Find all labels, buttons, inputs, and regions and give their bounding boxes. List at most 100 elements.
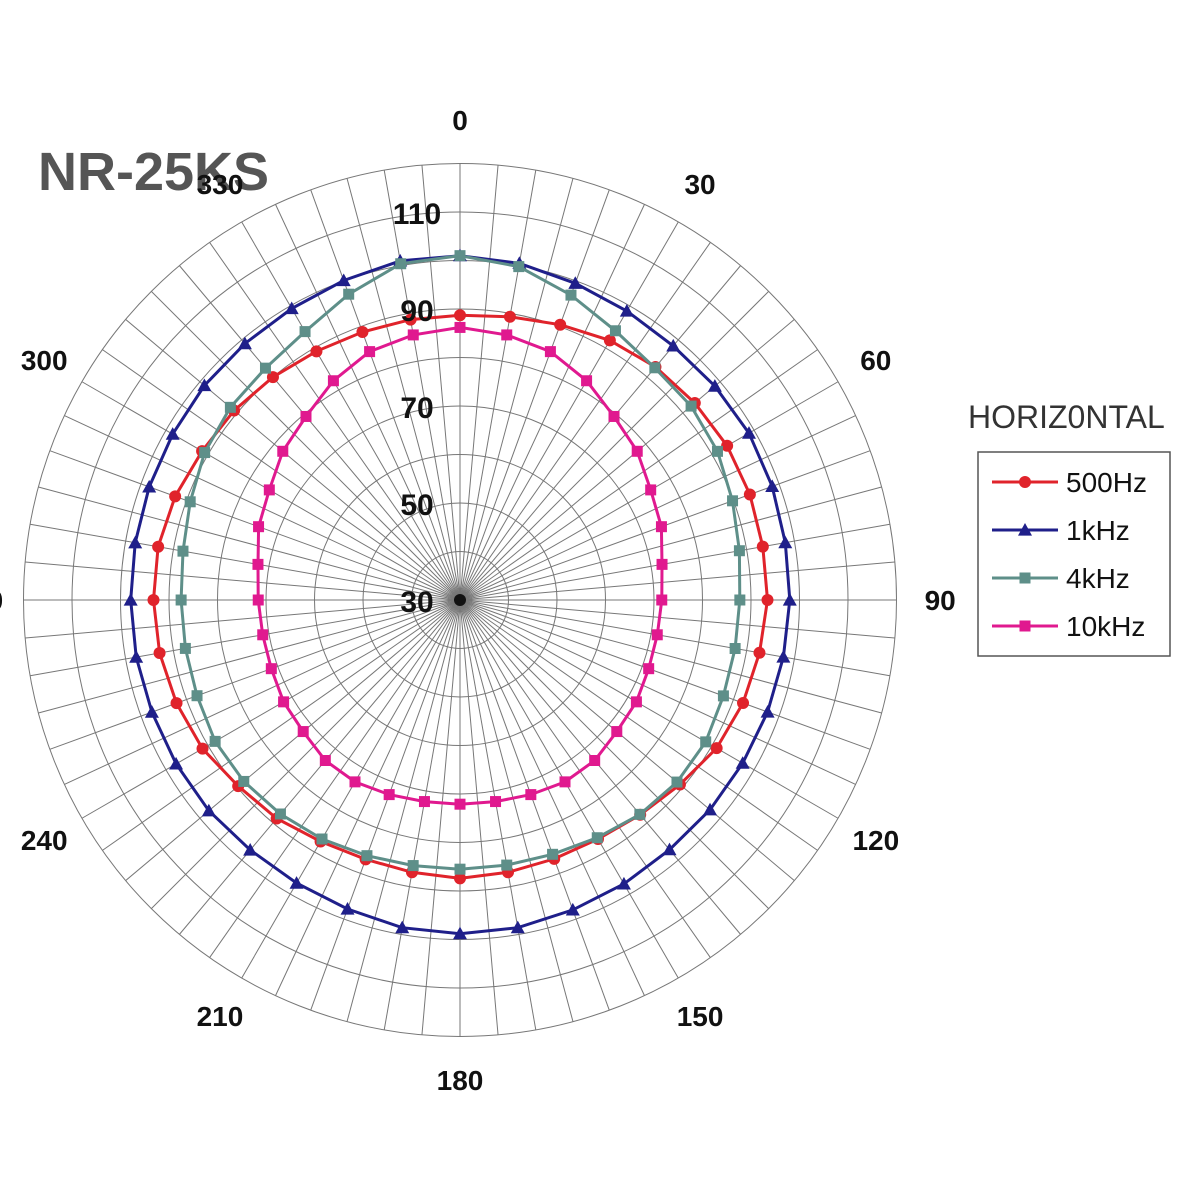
data-point-10khz (525, 789, 537, 801)
data-point-4khz (361, 850, 373, 862)
data-point-10khz (611, 726, 623, 738)
data-point-4khz (224, 401, 236, 413)
data-point-500hz (404, 313, 417, 326)
legend-label-500hz: 500Hz (1066, 467, 1147, 498)
grid-spoke (459, 599, 499, 1035)
data-point-1khz (707, 379, 722, 392)
data-point-4khz (454, 250, 466, 262)
data-point-1khz (735, 756, 750, 769)
legend-item-10khz: 10kHz (992, 611, 1145, 642)
data-point-10khz (297, 726, 309, 738)
data-point-4khz (547, 848, 559, 860)
data-point-10khz (349, 776, 361, 788)
grid-spoke (346, 599, 461, 1022)
grid-spoke (459, 523, 890, 601)
data-point-10khz (656, 594, 668, 606)
data-point-10khz (501, 329, 513, 341)
grid-spoke (459, 599, 679, 979)
labels-layer: 0 30 60 90 120 150 180 210 240 270 300 330 30 50 70 90 1… (0, 105, 956, 1096)
data-point-1khz (144, 705, 159, 718)
grid-spoke (459, 599, 839, 819)
data-point-500hz (503, 310, 516, 323)
data-point-500hz (147, 594, 160, 606)
grid-spoke (459, 599, 890, 677)
grid-spoke (459, 415, 856, 601)
grid-spoke (459, 599, 895, 639)
legend-item-500hz: 500Hz (992, 467, 1147, 498)
data-point-4khz (717, 690, 729, 702)
data-point-10khz (263, 484, 275, 496)
data-point-500hz (356, 326, 369, 339)
series-1khz (123, 248, 797, 940)
grid-spoke (459, 178, 574, 601)
data-point-4khz (184, 496, 196, 508)
grid-spoke (459, 599, 574, 1022)
data-point-500hz (152, 540, 165, 553)
data-point-1khz (776, 650, 791, 663)
data-point-4khz (454, 863, 466, 875)
data-point-1khz (510, 920, 525, 934)
legend-marker-4khz (1019, 572, 1031, 584)
grid-spoke (179, 599, 461, 935)
angle-label: 90 (925, 585, 956, 616)
data-point-10khz (589, 755, 601, 767)
legend-label-10khz: 10kHz (1066, 611, 1145, 642)
grid-spoke (275, 204, 461, 601)
grid-spoke (125, 319, 461, 601)
data-point-500hz (603, 334, 616, 347)
grid-spoke (383, 170, 461, 601)
angle-label: 270 (0, 585, 3, 616)
data-point-1khz (741, 426, 756, 439)
grid-spoke (459, 319, 795, 601)
data-point-4khz (274, 808, 286, 820)
grid-spoke (241, 599, 461, 979)
data-point-500hz (169, 490, 182, 503)
data-point-4khz (395, 258, 407, 270)
data-point-10khz (544, 346, 556, 358)
grid-spoke (459, 599, 856, 785)
grid-spoke (459, 204, 645, 601)
grid-spoke (459, 242, 711, 601)
data-point-1khz (169, 756, 184, 770)
data-point-10khz (655, 521, 667, 533)
data-point-10khz (581, 375, 593, 387)
grid-spoke (459, 561, 895, 601)
grid-spoke (346, 178, 461, 601)
radial-tick-label: 70 (400, 392, 433, 425)
data-point-500hz (737, 697, 750, 710)
series-4khz (175, 250, 746, 875)
data-point-4khz (727, 495, 739, 507)
data-point-10khz (407, 329, 419, 341)
data-point-10khz (252, 594, 264, 606)
grid-spoke (49, 599, 461, 750)
data-point-10khz (383, 789, 395, 801)
data-point-10khz (645, 484, 657, 496)
radial-tick-label: 90 (400, 295, 433, 328)
data-point-10khz (278, 696, 290, 708)
data-point-10khz (253, 521, 265, 533)
angle-label: 300 (21, 345, 68, 376)
grid-spoke (310, 599, 461, 1011)
data-point-1khz (765, 479, 780, 492)
data-point-10khz (327, 375, 339, 387)
grid-spoke (275, 599, 461, 996)
grid-spoke (25, 561, 461, 601)
data-point-1khz (340, 901, 355, 915)
grid-spoke (125, 599, 461, 881)
data-point-4khz (734, 594, 746, 606)
data-point-500hz (266, 371, 279, 384)
data-point-500hz (454, 309, 466, 322)
grid-spoke (102, 599, 461, 851)
grid-spoke (459, 290, 770, 601)
data-point-1khz (453, 926, 467, 940)
grid-spoke (459, 599, 537, 1030)
grid-spoke (38, 599, 461, 714)
grid-spoke (459, 599, 770, 910)
data-point-4khz (209, 735, 221, 747)
angle-label: 330 (197, 169, 244, 200)
data-point-10khz (364, 346, 376, 358)
data-point-1khz (565, 902, 580, 916)
data-point-4khz (259, 362, 271, 374)
data-point-4khz (175, 594, 187, 606)
grid-spoke (241, 221, 461, 601)
